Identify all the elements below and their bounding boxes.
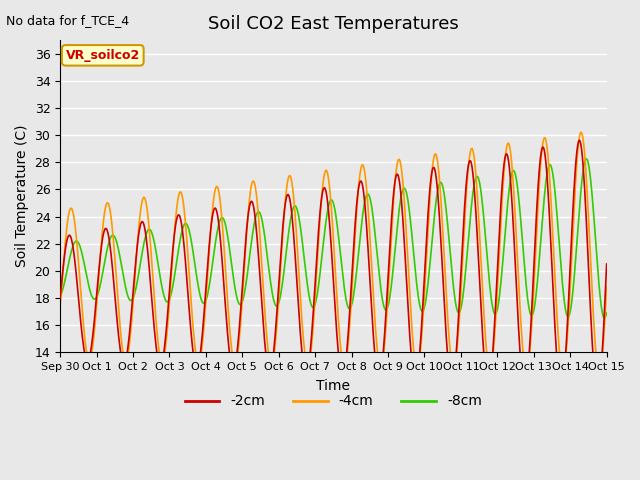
Text: No data for f_TCE_4: No data for f_TCE_4 <box>6 14 129 27</box>
X-axis label: Time: Time <box>316 379 350 393</box>
Legend: -2cm, -4cm, -8cm: -2cm, -4cm, -8cm <box>179 389 488 414</box>
Y-axis label: Soil Temperature (C): Soil Temperature (C) <box>15 125 29 267</box>
Text: VR_soilco2: VR_soilco2 <box>66 49 140 62</box>
Title: Soil CO2 East Temperatures: Soil CO2 East Temperatures <box>208 15 459 33</box>
